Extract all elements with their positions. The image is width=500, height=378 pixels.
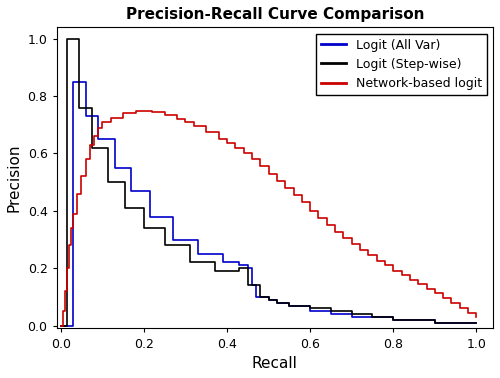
Logit (All Var) <box>474 321 480 325</box>
Logit (All Var) <box>147 214 153 219</box>
Logit (All Var) <box>236 263 242 268</box>
Legend: Logit (All Var), Logit (Step-wise), Network-based logit: Logit (All Var), Logit (Step-wise), Netw… <box>316 34 487 95</box>
Network-based logit <box>290 186 296 190</box>
Network-based logit <box>100 125 105 130</box>
Network-based logit <box>182 120 188 124</box>
Logit (Step-wise) <box>474 321 480 325</box>
Network-based logit <box>232 146 238 150</box>
X-axis label: Recall: Recall <box>252 356 298 371</box>
Title: Precision-Recall Curve Comparison: Precision-Recall Curve Comparison <box>126 7 424 22</box>
Network-based logit <box>474 315 480 319</box>
Logit (Step-wise) <box>307 303 313 308</box>
Logit (All Var) <box>82 114 88 118</box>
Logit (All Var) <box>170 237 176 242</box>
Logit (All Var) <box>58 323 64 328</box>
Logit (Step-wise) <box>64 37 70 41</box>
Logit (Step-wise) <box>106 180 112 184</box>
Logit (All Var) <box>70 79 76 84</box>
Line: Logit (Step-wise): Logit (Step-wise) <box>60 39 476 325</box>
Logit (Step-wise) <box>274 301 280 305</box>
Network-based logit <box>132 109 138 113</box>
Y-axis label: Precision: Precision <box>7 144 22 212</box>
Logit (Step-wise) <box>58 323 64 328</box>
Logit (All Var) <box>432 318 438 322</box>
Logit (Step-wise) <box>328 306 334 311</box>
Line: Network-based logit: Network-based logit <box>60 111 476 325</box>
Logit (All Var) <box>328 309 334 313</box>
Line: Logit (All Var): Logit (All Var) <box>60 82 476 325</box>
Network-based logit <box>465 305 471 310</box>
Network-based logit <box>58 323 64 328</box>
Logit (Step-wise) <box>141 226 147 230</box>
Network-based logit <box>108 115 114 120</box>
Logit (Step-wise) <box>212 260 218 265</box>
